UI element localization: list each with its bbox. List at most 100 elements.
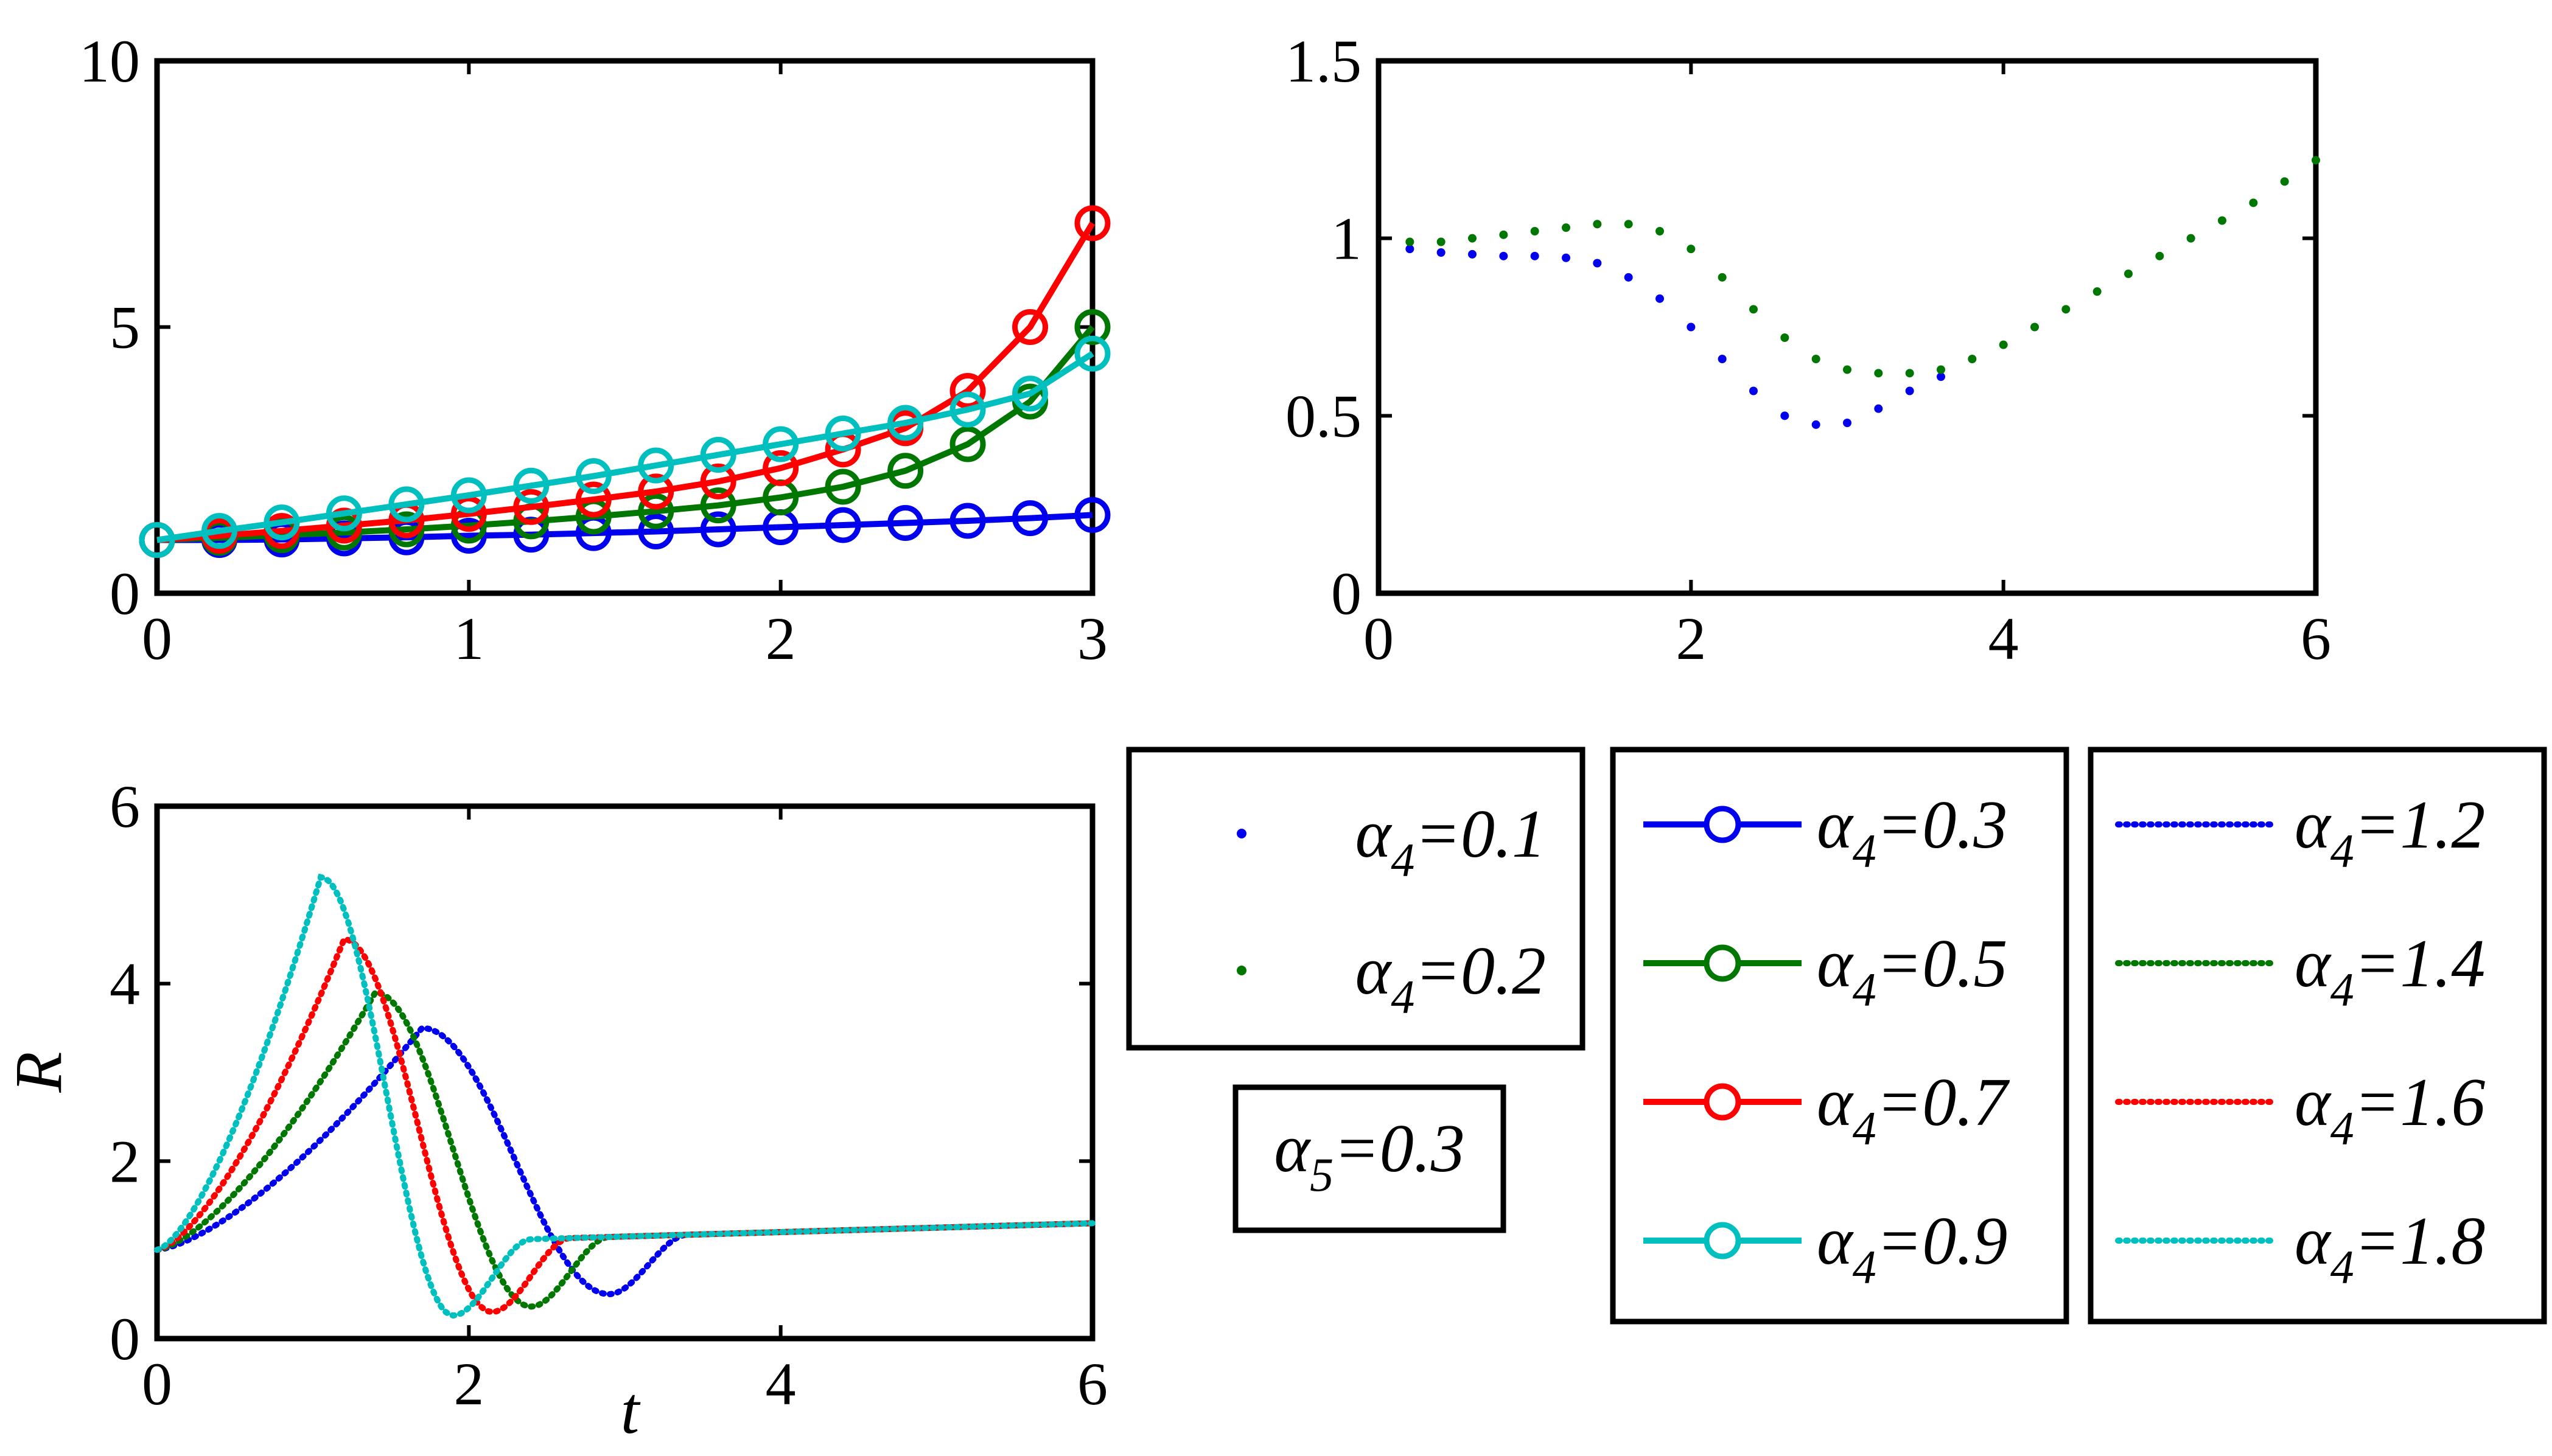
legend-sample-marker <box>1704 1222 1741 1259</box>
legend-frame <box>1126 747 1585 1051</box>
data-point-marker <box>949 426 986 462</box>
data-point-marker <box>700 487 736 524</box>
legend-label: α4=0.5 <box>1817 926 2007 1016</box>
data-point-marker <box>201 513 237 549</box>
data-point <box>1718 355 1727 363</box>
data-point <box>1593 259 1602 268</box>
data-point-marker <box>450 496 487 532</box>
data-point <box>1624 220 1633 229</box>
data-point <box>1436 237 1446 246</box>
data-point-marker <box>1074 205 1111 242</box>
data-point-marker <box>638 493 674 529</box>
data-point-marker <box>700 511 736 548</box>
y-tick-label: 0.5 <box>1285 382 1362 450</box>
data-point <box>2092 287 2102 296</box>
legend-label: α4=1.2 <box>2295 787 2485 877</box>
data-point <box>1499 230 1508 239</box>
data-point <box>2061 305 2071 314</box>
legend-box-2: α4=0.3 α4=0.5 α4=0.7 α4=0.9 <box>1610 747 2069 1325</box>
data-point-marker <box>763 426 799 462</box>
data-point <box>1687 322 1696 332</box>
parameter-label: α5=0.3 <box>1274 1111 1464 1201</box>
legend-box-3: α4=1.2 α4=1.4 α4=1.6 α4=1.8 <box>2088 747 2547 1325</box>
y-tick-label: 5 <box>110 294 140 361</box>
panel-top-left: 0 1 2 3 0 5 10 <box>79 27 1111 672</box>
data-point-marker <box>887 453 924 489</box>
data-point <box>2186 234 2195 243</box>
x-tick-label: 2 <box>766 605 796 672</box>
data-point-marker <box>638 447 674 484</box>
x-tick-label: 0 <box>1363 605 1394 672</box>
data-point <box>1937 365 1945 374</box>
data-point <box>1655 227 1664 235</box>
legend-label: α4=0.7 <box>1817 1065 2010 1155</box>
data-point <box>1780 333 1789 342</box>
data-point-marker <box>825 468 861 505</box>
data-point <box>1405 237 1414 246</box>
x-axis-label: t <box>621 1373 641 1447</box>
y-tick-label: 4 <box>110 950 140 1018</box>
data-point-marker <box>700 437 736 473</box>
data-point-marker <box>139 522 175 558</box>
data-point-marker <box>825 507 861 543</box>
data-point-marker <box>513 489 550 525</box>
series-line <box>156 325 1095 543</box>
data-point-marker <box>949 503 986 539</box>
x-tick-label: 0 <box>142 605 172 672</box>
data-point <box>1593 220 1602 229</box>
data-point <box>2218 216 2226 225</box>
data-point-marker <box>1012 500 1049 537</box>
data-point <box>1530 227 1539 235</box>
parameter-frame <box>1232 1084 1506 1233</box>
x-tick-label: 4 <box>766 1350 796 1418</box>
x-tick-label: 4 <box>1988 605 2019 672</box>
x-tick-label: 6 <box>1077 1350 1108 1418</box>
data-point <box>1780 411 1789 420</box>
data-point <box>2124 270 2133 278</box>
legend-frame <box>1610 747 2069 1325</box>
data-point <box>1687 245 1696 254</box>
legend-label: α4=1.6 <box>2295 1065 2485 1155</box>
data-point <box>1562 223 1570 232</box>
panel-bottom-left: 0 2 4 6 0 2 4 6 t R <box>1 773 1108 1447</box>
series-line <box>156 351 1094 543</box>
data-point <box>2155 251 2164 260</box>
data-point-marker <box>1074 496 1111 533</box>
data-point-marker <box>825 416 861 451</box>
data-point-marker <box>450 518 487 554</box>
legend-label: α4=0.2 <box>1355 933 1546 1023</box>
data-point <box>1655 294 1664 303</box>
data-point <box>2249 198 2258 207</box>
data-point-marker <box>1074 335 1111 372</box>
data-point-marker <box>700 463 736 500</box>
legend-sample-marker <box>1704 1083 1741 1121</box>
series-line <box>154 1025 1096 1298</box>
legend-sample-dot <box>1237 966 1246 975</box>
data-point <box>1499 251 1508 260</box>
y-tick-label: 10 <box>79 27 140 95</box>
x-tick-label: 3 <box>1077 605 1108 672</box>
axes-frame <box>1376 58 2319 596</box>
data-point <box>1811 355 1820 363</box>
data-point-marker <box>1074 309 1111 345</box>
data-point <box>1874 369 1883 378</box>
data-point <box>1874 404 1883 413</box>
legend-frame <box>2088 747 2547 1325</box>
x-tick-label: 0 <box>142 1350 172 1418</box>
series-line <box>156 221 1096 543</box>
legends: α4=0.1α4=0.2α5=0.3α4=0.3α4=0.5α4=0.7α4=0… <box>1126 747 2547 1325</box>
data-point <box>1843 419 1851 427</box>
legend-label: α4=0.9 <box>1817 1203 2007 1294</box>
data-point <box>1749 386 1758 395</box>
x-tick-label: 2 <box>1676 605 1706 672</box>
data-point <box>1530 251 1539 260</box>
data-point-marker <box>326 495 362 532</box>
data-point <box>1468 234 1477 243</box>
data-point <box>1718 273 1727 282</box>
y-tick-label: 0 <box>110 560 140 627</box>
data-point-marker <box>638 473 674 510</box>
data-point <box>1905 369 1914 378</box>
y-tick-label: 0 <box>1331 560 1362 627</box>
data-point <box>1937 372 1945 381</box>
